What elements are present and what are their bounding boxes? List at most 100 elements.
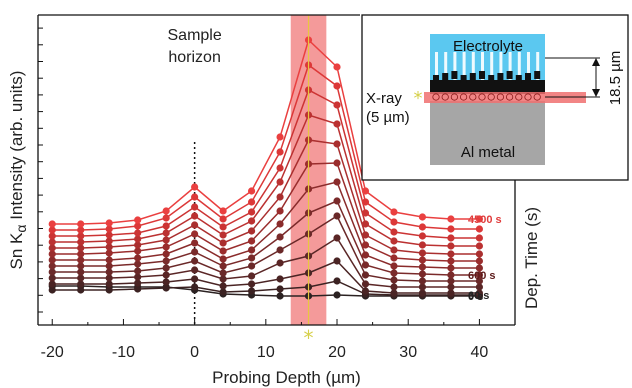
data-point	[48, 286, 56, 294]
data-point	[390, 237, 398, 245]
star-icon: *	[304, 326, 314, 350]
data-point	[191, 183, 199, 191]
data-point	[333, 234, 341, 242]
inset-diagram: * Electrolyte X-ray (5 µm) Al metal 18.5 µm	[361, 14, 629, 181]
xray-label: X-ray	[366, 90, 402, 107]
data-point	[219, 207, 227, 215]
data-point	[48, 274, 56, 282]
deposit-bump	[460, 75, 467, 83]
data-point	[77, 232, 85, 240]
data-point	[77, 280, 85, 288]
x-tick-label: 0	[190, 344, 199, 361]
series-line	[52, 280, 480, 296]
data-point	[162, 236, 170, 244]
data-point	[333, 257, 341, 265]
data-point	[390, 208, 398, 216]
data-point	[105, 274, 113, 282]
series-label: 0 s	[468, 291, 483, 303]
data-point	[134, 241, 142, 249]
series-line	[52, 139, 480, 255]
data-point	[77, 244, 85, 252]
data-point	[390, 283, 398, 291]
data-point	[162, 243, 170, 251]
beam-circle	[496, 93, 504, 101]
data-point	[447, 277, 455, 285]
y-axis-title: Sn Kα Intensity (arb. units)	[7, 71, 29, 270]
data-point	[247, 287, 256, 295]
plot-area: Sample horizon * 4500 s 600 s 60 s0 s	[48, 15, 502, 350]
data-point	[247, 246, 256, 254]
deposit-column	[435, 52, 438, 82]
beam-circle	[533, 93, 541, 101]
data-point	[105, 237, 113, 245]
data-point	[418, 256, 427, 264]
data-point	[333, 140, 341, 148]
data-point	[418, 249, 427, 257]
data-point	[247, 187, 256, 195]
data-point	[219, 215, 227, 223]
data-point	[77, 274, 85, 282]
data-point	[447, 257, 455, 265]
data-point	[333, 197, 341, 205]
data-point	[247, 262, 256, 270]
data-point	[105, 262, 113, 270]
data-point	[361, 251, 370, 259]
data-point	[77, 262, 85, 270]
metal-layer	[430, 101, 545, 165]
data-point	[48, 250, 56, 258]
data-point	[390, 218, 398, 226]
data-point	[191, 266, 199, 274]
data-point	[333, 63, 341, 71]
data-point	[191, 248, 199, 256]
data-point	[361, 241, 370, 249]
data-point	[191, 221, 199, 229]
deposit-column	[471, 52, 475, 82]
data-point	[219, 288, 227, 296]
dimension-label: 18.5 µm	[607, 51, 624, 106]
deposit-bump	[469, 73, 476, 81]
series-4	[48, 212, 484, 285]
arrow-head-icon	[592, 89, 600, 97]
series-0	[48, 282, 484, 300]
data-point	[276, 178, 284, 186]
data-point	[333, 291, 341, 299]
series-line	[52, 63, 480, 231]
series-6	[48, 178, 484, 272]
data-point	[162, 278, 170, 286]
data-point	[105, 286, 113, 294]
data-point	[134, 235, 142, 243]
data-point	[162, 264, 170, 272]
beam-circle	[515, 93, 523, 101]
data-point	[162, 250, 170, 258]
deposit-bump	[488, 75, 495, 83]
data-point	[134, 285, 142, 293]
data-point	[48, 280, 56, 288]
data-point	[134, 267, 142, 275]
beam-circle	[487, 93, 495, 101]
data-point	[361, 209, 370, 217]
deposit-bump	[433, 75, 439, 83]
data-point	[390, 246, 398, 254]
series-line	[52, 200, 480, 276]
data-point	[134, 229, 142, 237]
series-line	[52, 38, 480, 225]
data-point	[361, 231, 370, 239]
data-point	[77, 220, 85, 228]
data-point	[333, 82, 341, 90]
data-point	[191, 283, 199, 291]
deposit-bump	[497, 73, 504, 81]
data-point	[247, 280, 256, 288]
data-point	[447, 289, 455, 297]
data-point	[162, 207, 170, 215]
deposit-bump	[479, 71, 485, 79]
data-point	[219, 269, 227, 277]
data-point	[418, 213, 427, 221]
data-point	[361, 261, 370, 269]
data-point	[475, 271, 484, 279]
data-point	[361, 187, 370, 195]
data-point	[418, 241, 427, 249]
data-point	[105, 219, 113, 227]
beam-circle	[524, 93, 532, 101]
data-point	[162, 222, 170, 230]
